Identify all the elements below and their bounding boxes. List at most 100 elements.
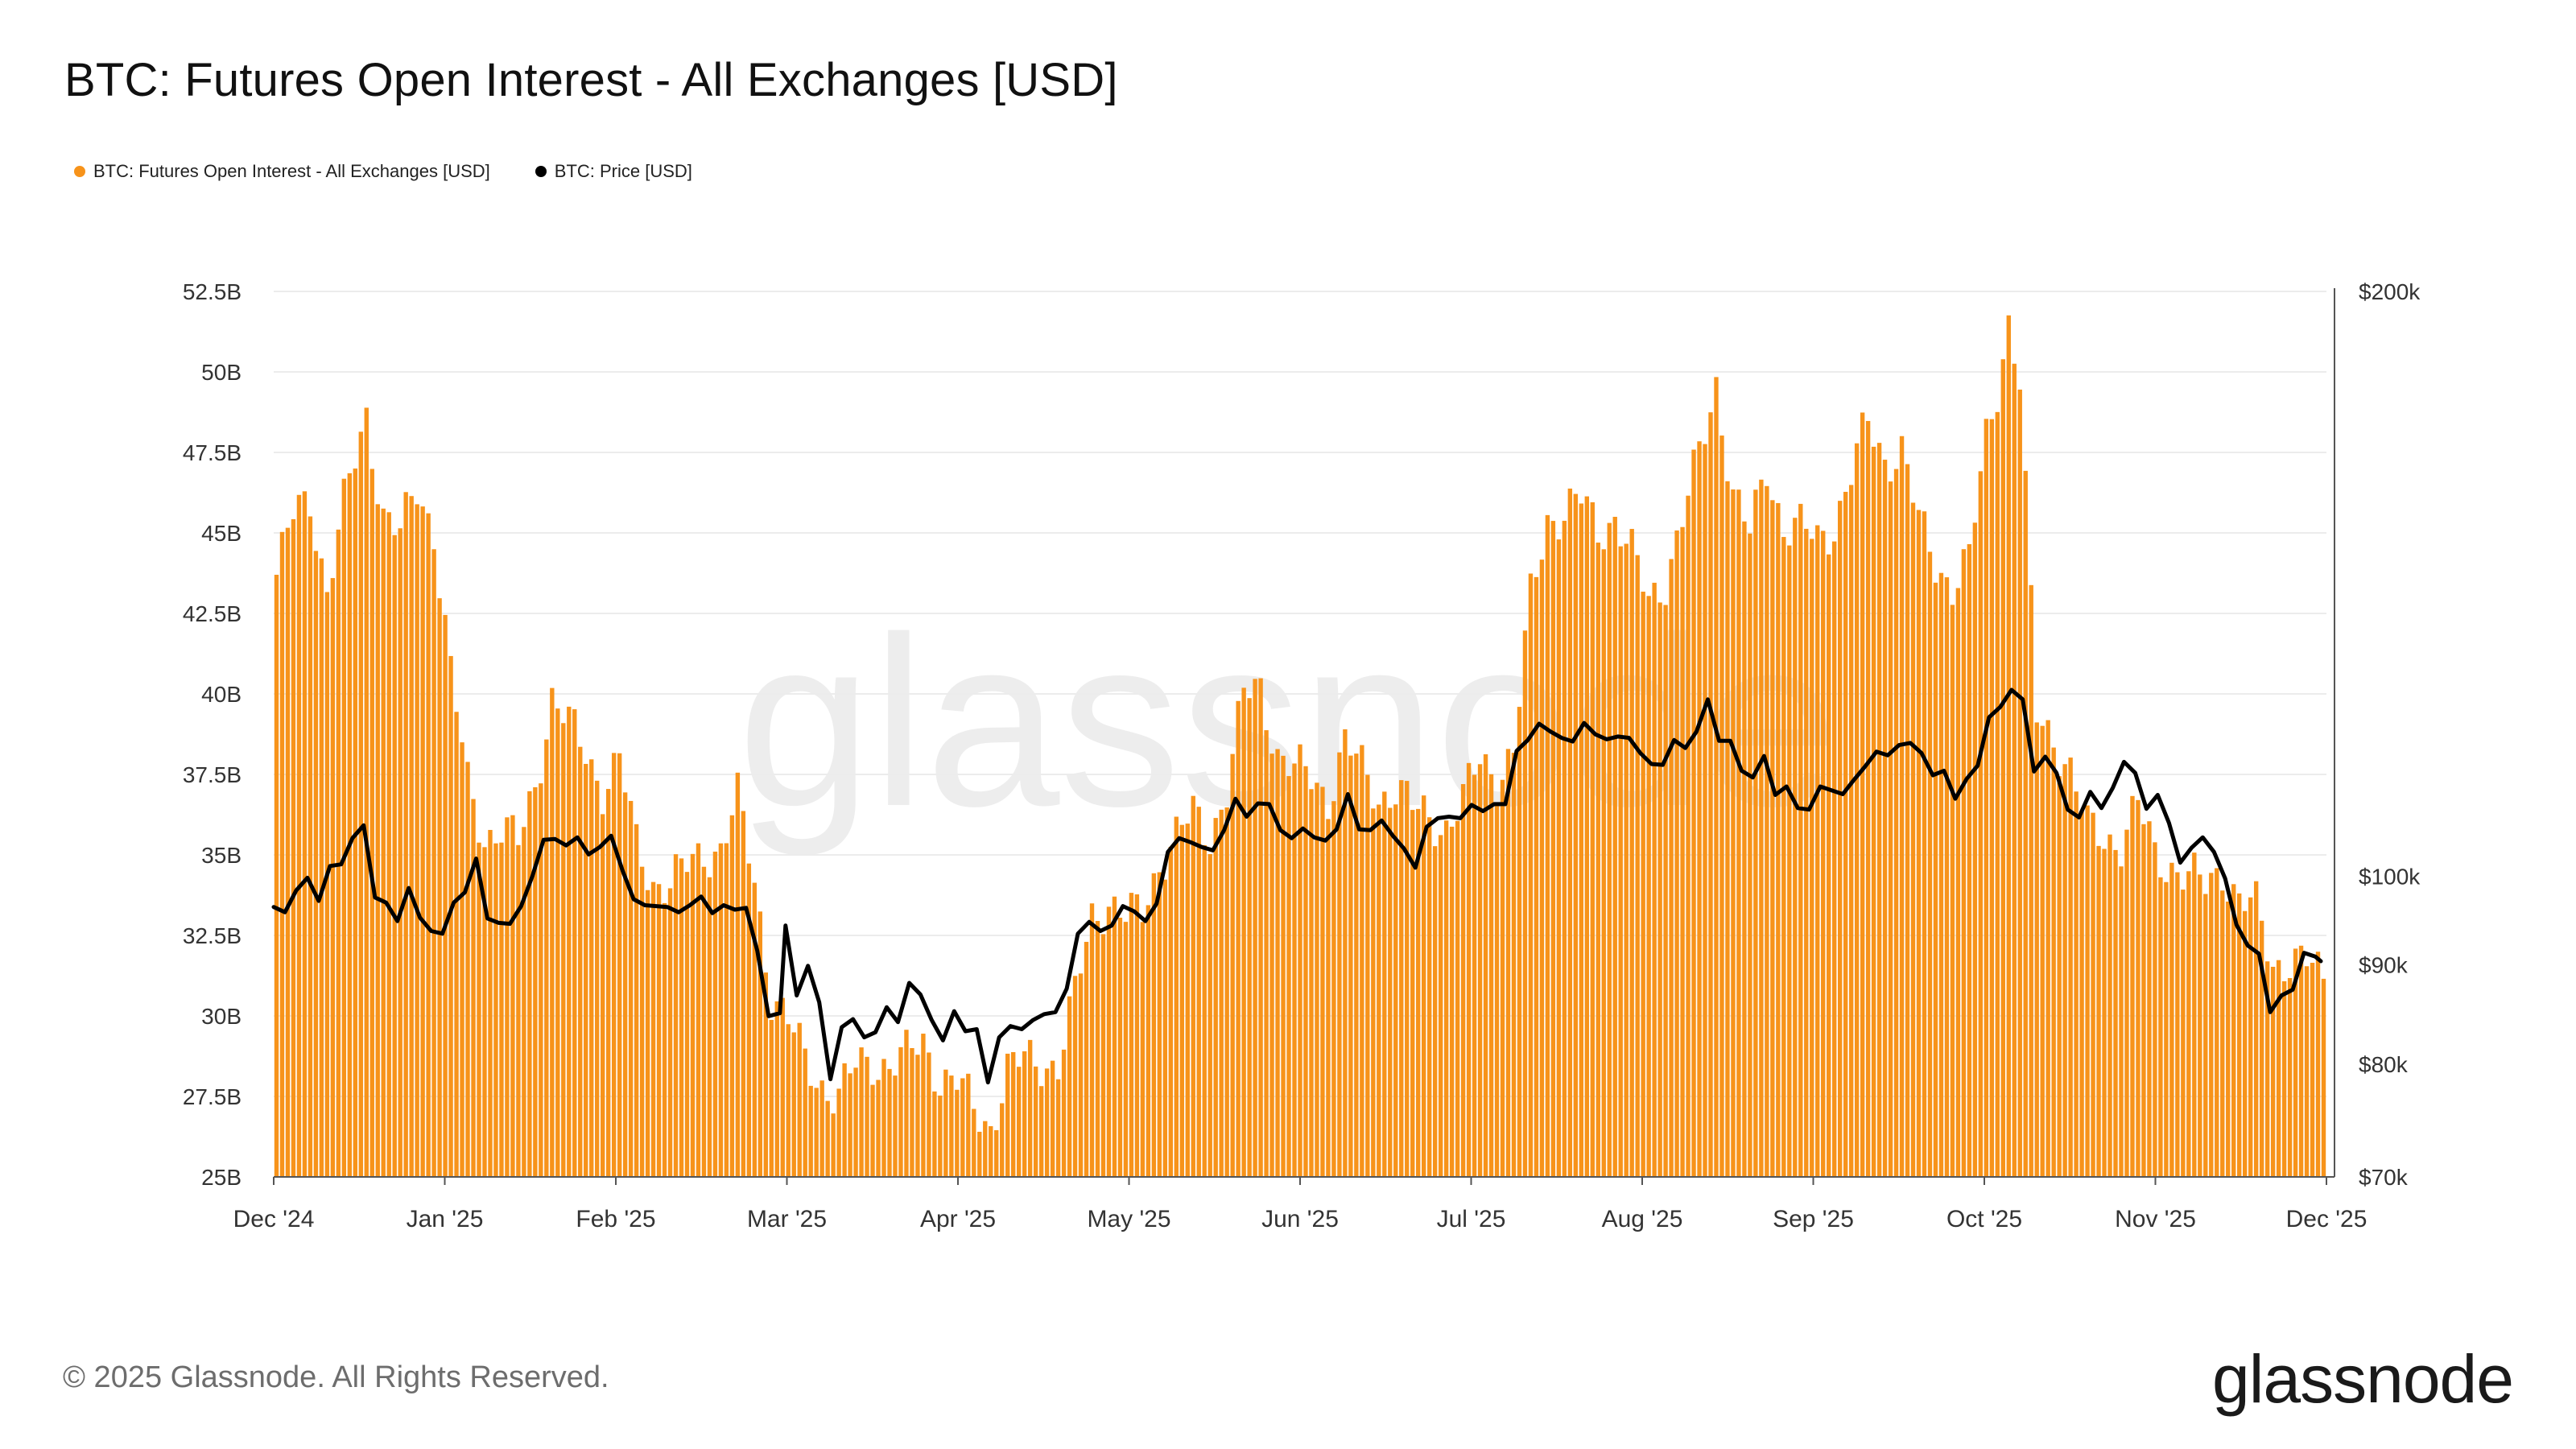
oi-bar [712, 851, 718, 1177]
oi-bar [1511, 753, 1517, 1177]
oi-bar [1168, 846, 1174, 1177]
oi-bar [634, 824, 639, 1177]
oi-bar [1972, 522, 1978, 1177]
line-layer [271, 687, 2323, 1085]
oi-bar [2102, 848, 2107, 1177]
oi-bar [1989, 419, 1995, 1177]
oi-bar [972, 1108, 976, 1177]
oi-bar [499, 842, 504, 1177]
y-left-tick-label: 50B [201, 360, 242, 385]
oi-bar [1691, 449, 1696, 1177]
oi-bar [1517, 707, 1522, 1177]
oi-bar [1016, 1067, 1022, 1177]
oi-bar [1488, 774, 1494, 1177]
oi-bar [527, 791, 532, 1177]
oi-bar [353, 469, 357, 1177]
legend-label-price: BTC: Price [USD] [554, 161, 692, 181]
oi-bar [1134, 894, 1140, 1177]
oi-bar [1725, 481, 1730, 1177]
oi-bar [595, 780, 600, 1177]
oi-bar [1000, 1103, 1005, 1177]
oi-bar [403, 492, 408, 1177]
oi-bar [1899, 436, 1905, 1177]
oi-bar [1657, 602, 1662, 1177]
legend-item-open-interest[interactable]: BTC: Futures Open Interest - All Exchang… [74, 161, 490, 182]
oi-bar [296, 494, 302, 1177]
oi-bar [1927, 551, 1933, 1177]
oi-bar [915, 1055, 920, 1177]
oi-bar [1837, 501, 1843, 1177]
oi-bar [1286, 776, 1291, 1177]
y-left-tick-label: 37.5B [183, 762, 242, 787]
x-tick-label: Jun '25 [1261, 1206, 1339, 1232]
oi-bar [724, 843, 729, 1177]
oi-bar [392, 535, 397, 1177]
oi-bar [460, 742, 464, 1177]
oi-bar [1854, 443, 1860, 1177]
oi-bar [797, 1022, 802, 1177]
oi-bar [285, 527, 291, 1177]
oi-bar [673, 854, 679, 1177]
oi-bar [2287, 977, 2293, 1177]
oi-bar [1708, 412, 1713, 1177]
oi-bar [2164, 881, 2169, 1177]
oi-bar [2012, 363, 2017, 1177]
oi-bar [1117, 917, 1123, 1177]
oi-bar [1123, 922, 1129, 1177]
oi-bar [2198, 874, 2202, 1177]
oi-bar [1770, 500, 1775, 1177]
oi-bar [1275, 749, 1280, 1177]
x-tick-label: Dec '25 [2286, 1206, 2368, 1232]
oi-bar [2264, 961, 2270, 1177]
oi-bar [2158, 877, 2163, 1177]
oi-bar [2220, 890, 2225, 1177]
oi-bar [1416, 808, 1421, 1177]
oi-bar [1674, 530, 1679, 1177]
oi-bar [2237, 893, 2242, 1177]
oi-bar [1776, 502, 1781, 1177]
x-tick-label: Nov '25 [2115, 1206, 2196, 1232]
oi-bar [279, 531, 285, 1177]
oi-bar [1202, 844, 1207, 1177]
oi-bar [2192, 852, 2197, 1177]
oi-bar [1371, 808, 1376, 1177]
oi-bar [505, 817, 510, 1177]
oi-bar [1405, 781, 1410, 1177]
oi-bar [584, 763, 588, 1177]
legend-item-price[interactable]: BTC: Price [USD] [535, 161, 692, 182]
oi-bar [1422, 795, 1426, 1177]
oi-bar [791, 1032, 796, 1177]
oi-bar [1055, 1079, 1061, 1177]
oi-bar [881, 1059, 886, 1177]
oi-bar [2215, 868, 2219, 1177]
oi-bar [1876, 443, 1882, 1177]
oi-bar [1078, 973, 1084, 1177]
oi-bar [550, 687, 555, 1177]
oi-bar [336, 529, 341, 1177]
x-tick-label: Dec '24 [233, 1206, 315, 1232]
oi-bar [364, 407, 369, 1177]
oi-bar [2113, 849, 2118, 1177]
oi-bar [1067, 996, 1072, 1177]
oi-bar [741, 811, 746, 1177]
oi-bar [1680, 526, 1685, 1177]
oi-bar [1798, 503, 1803, 1177]
oi-bar [1848, 485, 1854, 1177]
oi-bar [1612, 517, 1617, 1177]
oi-bar [1635, 555, 1640, 1177]
oi-bar [803, 1048, 807, 1177]
oi-bar [1033, 1066, 1038, 1177]
oi-bar [369, 469, 374, 1177]
oi-bar [1162, 879, 1168, 1177]
oi-bar [1044, 1068, 1050, 1177]
oi-bar [1106, 906, 1112, 1177]
oi-bar [1584, 496, 1589, 1177]
oi-bar [1922, 511, 1927, 1177]
oi-bar [544, 739, 549, 1177]
y-right-tick-label: $100k [2359, 864, 2421, 889]
oi-bar [1781, 537, 1786, 1177]
oi-bar [746, 863, 752, 1177]
oi-bar [2253, 881, 2259, 1177]
oi-bar [1562, 520, 1567, 1177]
